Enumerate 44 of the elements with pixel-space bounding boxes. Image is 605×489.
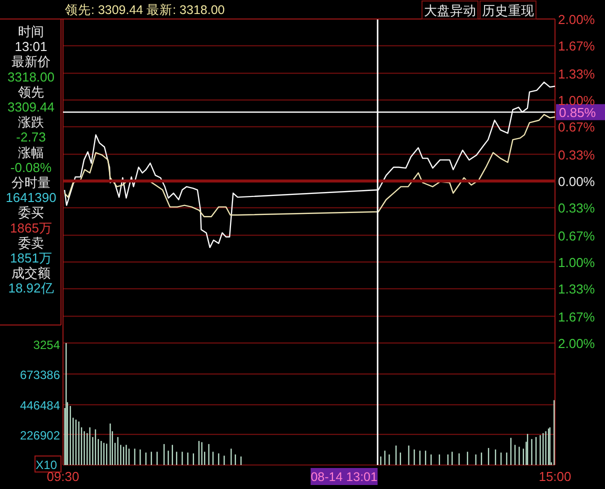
text: 18.92亿 <box>8 280 54 296</box>
y-tick-label: 2.00% <box>558 12 596 27</box>
text: 1851万 <box>10 250 52 266</box>
text: 成交额 <box>12 266 50 281</box>
x-tick-label: 15:00 <box>538 469 572 484</box>
text: -2.73 <box>16 130 46 145</box>
text: 分时量 <box>12 175 50 190</box>
line-series <box>64 114 556 218</box>
y-tick-label: 446484 <box>20 398 60 413</box>
chart-title: 领先: 3309.44 最新: 3318.00 <box>65 3 225 17</box>
text: 涨幅 <box>18 144 44 160</box>
y-tick-label: 0.33% <box>558 147 596 162</box>
text: 13:01 <box>14 39 48 54</box>
y-tick-label: X10 <box>36 458 58 472</box>
y-tick-label: 1.67% <box>558 38 596 54</box>
text: 1865万 <box>10 220 52 236</box>
y-tick-label: 673386 <box>20 368 60 382</box>
text: 委卖 <box>18 235 44 250</box>
y-tick-label: 2.00% <box>558 336 596 351</box>
y-tick-label: 0.67% <box>558 228 596 244</box>
y-tick-label: 1.67% <box>558 309 596 324</box>
x-tick-label: 09:30 <box>46 469 80 484</box>
text: 委买 <box>18 205 44 220</box>
ref-line-label: 08-14 13:01 <box>310 470 378 484</box>
text: 3318.00 <box>8 69 54 84</box>
y-tick-label: 1.00% <box>558 93 596 108</box>
text: 3309.44 <box>8 100 54 114</box>
y-tick-label: 0.67% <box>558 120 596 135</box>
text: 历史重现 <box>482 3 534 18</box>
text: 领先 <box>18 84 44 100</box>
y-tick-label: 226902 <box>20 428 60 442</box>
y-tick-label: 0.33% <box>558 200 596 216</box>
text: 最新价 <box>12 54 50 70</box>
text: 时间 <box>18 24 44 39</box>
text: -0.08% <box>10 160 52 175</box>
text: 3254 <box>33 338 60 352</box>
y-tick-label: 1.33% <box>558 282 596 297</box>
text: 大盘异动 <box>424 3 476 18</box>
y-tick-label: 1.33% <box>558 66 596 82</box>
ref-line-label: 0.85% <box>559 105 596 120</box>
text: 1641390 <box>6 190 56 206</box>
text: 涨跌 <box>18 114 44 130</box>
y-tick-label: 1.00% <box>558 255 596 270</box>
y-tick-label: 0.00% <box>558 174 596 189</box>
